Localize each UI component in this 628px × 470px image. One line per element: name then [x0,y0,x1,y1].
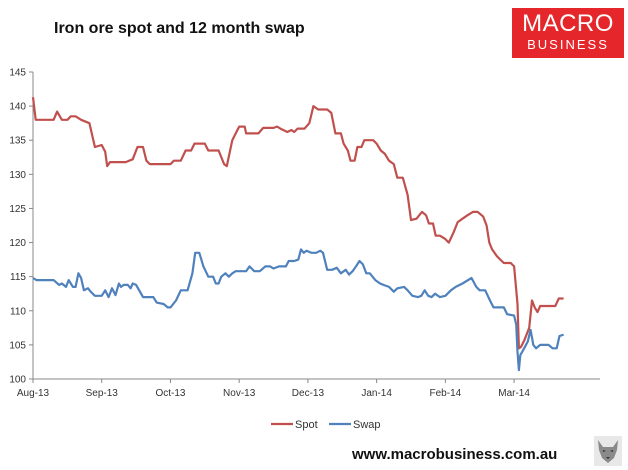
x-tick-label-Sep-13: Sep-13 [86,388,119,399]
x-tick-label-Aug-13: Aug-13 [17,388,50,399]
x-tick-label-Jan-14: Jan-14 [361,388,392,399]
legend-label-spot: Spot [295,419,318,431]
x-tick-label-Dec-13: Dec-13 [292,388,325,399]
chart-title: Iron ore spot and 12 month swap [54,20,305,37]
x-tick-label-Mar-14: Mar-14 [498,388,530,399]
series-line-spot [31,97,564,350]
y-tick-label-110: 110 [10,306,26,317]
y-tick-label-120: 120 [9,238,26,249]
x-tick-label-Feb-14: Feb-14 [430,388,462,399]
wolf-logo-icon [594,436,622,466]
footer-url: www.macrobusiness.com.au [352,446,558,463]
y-tick-label-100: 100 [9,375,26,386]
y-tick-label-125: 125 [9,204,26,215]
x-tick-label-Nov-13: Nov-13 [223,388,256,399]
y-tick-label-140: 140 [9,102,26,113]
y-tick-label-135: 135 [9,136,26,147]
macrobusiness-logo: MACRO BUSINESS [512,8,624,58]
series-line-swap [32,248,564,372]
logo-line1: MACRO [522,10,614,37]
y-tick-label-115: 115 [10,272,26,283]
logo-line2: BUSINESS [527,37,609,52]
y-tick-label-145: 145 [9,68,26,79]
y-tick-label-105: 105 [9,340,26,351]
y-tick-label-130: 130 [9,170,26,181]
x-tick-label-Oct-13: Oct-13 [155,388,185,399]
legend-label-swap: Swap [353,419,381,431]
